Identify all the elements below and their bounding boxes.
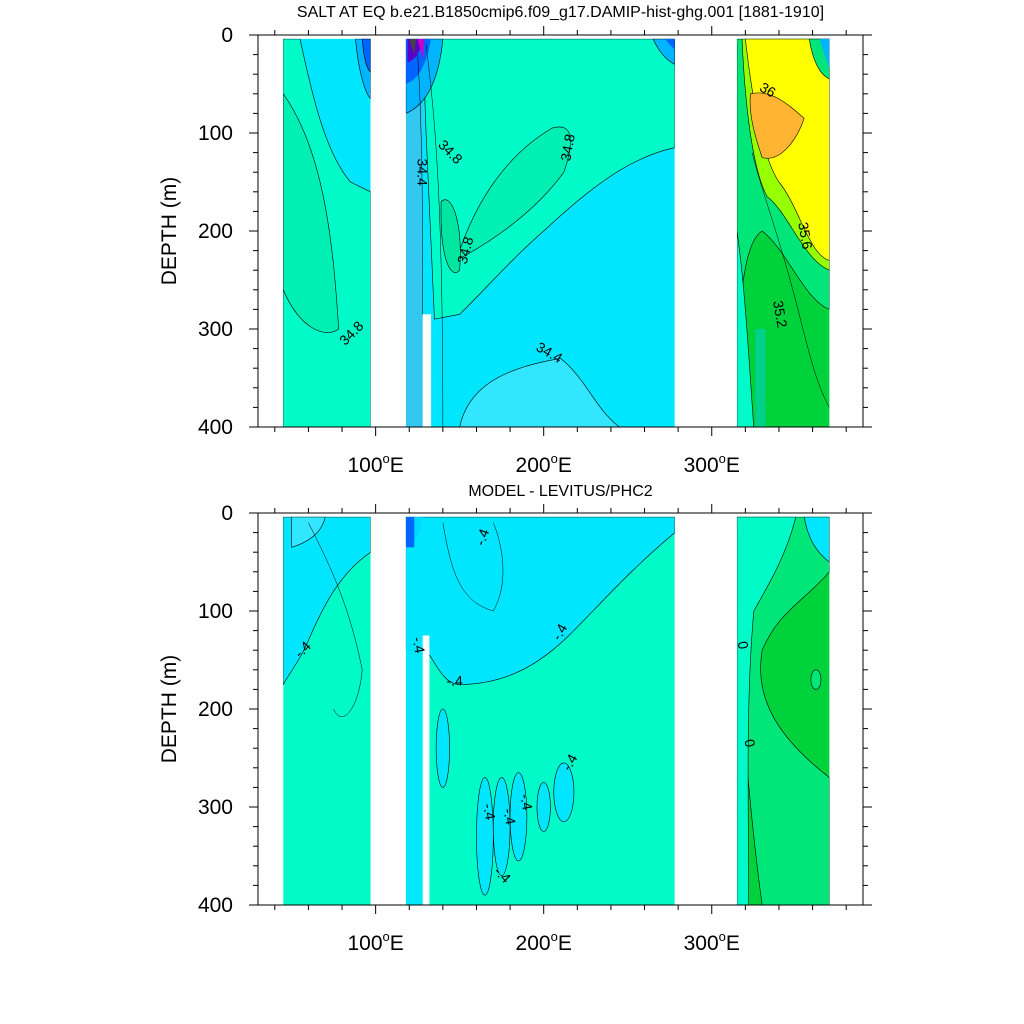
y-tick-label: 100 xyxy=(198,600,233,623)
salinity-fill xyxy=(361,38,371,73)
x-tick-label-degree: o xyxy=(383,451,390,466)
difference-fill xyxy=(509,772,528,862)
difference-fill xyxy=(733,516,737,533)
salinity-fill xyxy=(819,38,830,70)
x-tick-label-number: 100 xyxy=(347,454,382,477)
x-tick-label: 200oE xyxy=(516,451,572,477)
x-tick-label-number: 300 xyxy=(684,454,719,477)
contour-label: 0 xyxy=(741,738,758,749)
x-tick-label-number: 200 xyxy=(516,454,551,477)
contour-label: 34.8 xyxy=(454,235,477,266)
x-tick-label-number: 100 xyxy=(347,932,382,955)
y-tick-label: 200 xyxy=(198,698,233,721)
contour-fill xyxy=(283,38,830,427)
difference-fill xyxy=(405,516,415,548)
salinity-fill xyxy=(405,38,423,427)
difference-fill xyxy=(803,516,830,563)
contour-label: -.4 xyxy=(480,802,499,821)
x-tick-label-degree: o xyxy=(551,451,558,466)
x-tick-label-hemisphere: E xyxy=(390,454,404,477)
y-axis-label: DEPTH (m) xyxy=(158,655,181,764)
salinity-fill xyxy=(755,329,766,427)
salinity-fill xyxy=(459,358,621,427)
contour-label: 36 xyxy=(757,79,779,101)
x-tick-label: 100oE xyxy=(347,451,403,477)
x-tick-label: 200oE xyxy=(516,929,572,955)
contour-label: 34.8 xyxy=(557,132,578,162)
contour-line xyxy=(308,522,363,717)
x-tick-label-hemisphere: E xyxy=(726,454,740,477)
x-tick-label-degree: o xyxy=(551,929,558,944)
contour-label: -.4 xyxy=(558,751,580,773)
y-tick-label: 300 xyxy=(198,796,233,819)
x-tick-label-number: 300 xyxy=(684,932,719,955)
x-tick-label-hemisphere: E xyxy=(390,932,404,955)
contour-label: -.4 xyxy=(410,636,429,655)
x-tick-label: 300oE xyxy=(684,451,740,477)
contour-lines xyxy=(417,44,830,427)
contour-label: 34.4 xyxy=(414,159,430,186)
contour-lines xyxy=(308,522,504,717)
contour-label: 35.2 xyxy=(770,299,791,329)
chart-title: MODEL - LEVITUS/PHC2 xyxy=(468,483,652,500)
contour-label: -.4 xyxy=(472,526,493,547)
difference-fill xyxy=(810,669,822,690)
salinity-fill xyxy=(749,92,805,159)
difference-fill xyxy=(736,516,797,905)
salinity-fill xyxy=(422,314,432,427)
difference-fill xyxy=(405,516,676,685)
x-tick-label-hemisphere: E xyxy=(558,932,572,955)
y-tick-label: 200 xyxy=(198,220,233,243)
salinity-fill xyxy=(664,38,675,50)
contour-line xyxy=(417,54,423,315)
contour-label: 35.6 xyxy=(795,221,816,251)
difference-fill xyxy=(553,762,575,822)
contour-label: -.4 xyxy=(517,792,536,811)
contour-label: -.4 xyxy=(548,621,570,643)
y-tick-label: 400 xyxy=(198,416,233,439)
y-tick-label: 300 xyxy=(198,318,233,341)
x-tick-label-degree: o xyxy=(719,451,726,466)
x-tick-label-number: 200 xyxy=(516,932,551,955)
salinity-fill xyxy=(417,38,425,60)
x-tick-label-hemisphere: E xyxy=(726,932,740,955)
salinity-fill xyxy=(440,199,461,273)
contour-line xyxy=(425,44,444,427)
salinity-fill xyxy=(733,38,737,60)
contour-fill xyxy=(283,516,830,905)
x-tick-label-hemisphere: E xyxy=(558,454,572,477)
salinity-fill xyxy=(409,38,416,55)
y-tick-label: 0 xyxy=(221,502,233,525)
difference-fill xyxy=(536,782,551,832)
difference-fill xyxy=(476,777,494,896)
y-axis-label: DEPTH (m) xyxy=(158,177,181,286)
difference-fill xyxy=(492,777,511,876)
x-tick-label-degree: o xyxy=(383,929,390,944)
contour-line xyxy=(751,152,830,408)
x-tick-label-degree: o xyxy=(719,929,726,944)
contour-label: -.4 xyxy=(500,807,519,826)
salinity-fill xyxy=(736,230,755,427)
difference-fill xyxy=(291,516,326,548)
contour-label: 0 xyxy=(735,640,752,651)
contour-line xyxy=(442,522,504,612)
contour-label: -.4 xyxy=(446,672,463,688)
y-tick-label: 100 xyxy=(198,122,233,145)
salinity-fill xyxy=(283,92,339,333)
difference-fill xyxy=(422,635,430,905)
y-tick-label: 0 xyxy=(221,24,233,47)
x-tick-label: 300oE xyxy=(684,929,740,955)
y-tick-label: 400 xyxy=(198,894,233,917)
difference-fill xyxy=(283,516,371,686)
salinity-fill xyxy=(455,126,571,262)
difference-fill xyxy=(435,708,450,788)
x-tick-label: 100oE xyxy=(347,929,403,955)
difference-fill xyxy=(405,516,423,905)
chart-title: SALT AT EQ b.e21.B1850cmip6.f09_g17.DAMI… xyxy=(297,4,824,21)
